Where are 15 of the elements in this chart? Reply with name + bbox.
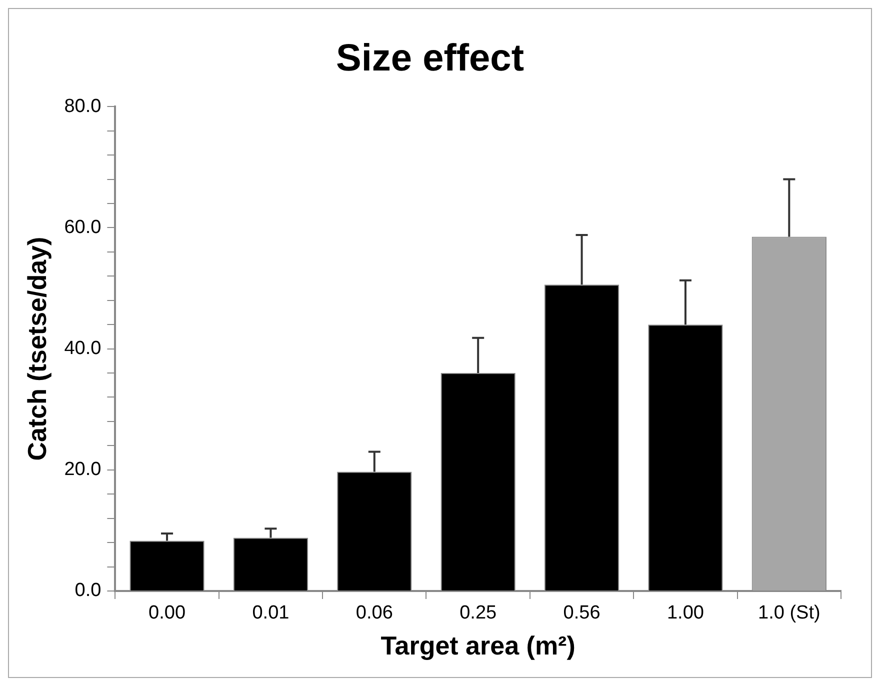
x-tick-label: 0.01 (252, 602, 290, 624)
y-tick-label: 60.0 (64, 216, 102, 238)
chart-title: Size effect (336, 37, 524, 80)
y-axis-title: Catch (tsetse/day) (22, 236, 52, 461)
x-tick-label: 1.00 (666, 602, 704, 624)
x-tick-label: 0.25 (460, 602, 497, 624)
x-tick-label: 0.00 (148, 602, 186, 624)
y-tick-label: 0.0 (74, 580, 102, 602)
y-tick-label: 20.0 (64, 459, 102, 480)
x-tick-label: 0.06 (356, 602, 393, 624)
x-axis-title: Target area (m²) (380, 630, 576, 661)
x-tick-label: 1.0 (St) (758, 602, 820, 624)
y-tick-label: 80.0 (64, 96, 102, 117)
y-tick-label: 40.0 (64, 338, 102, 360)
x-tick-label: 0.56 (563, 602, 600, 624)
